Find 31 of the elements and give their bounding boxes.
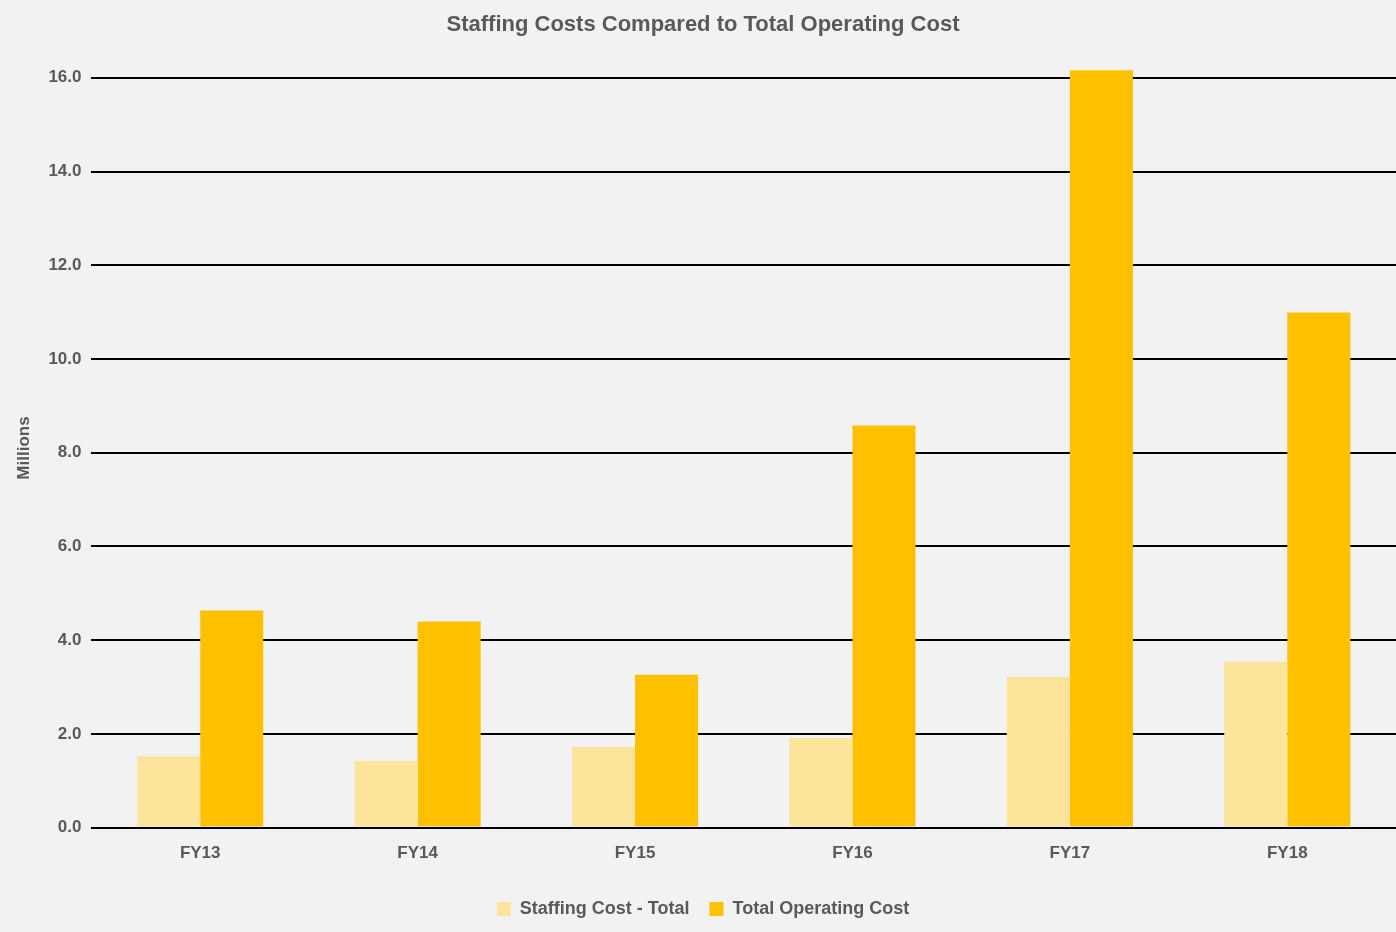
x-tick-label: FY15 xyxy=(614,843,656,863)
y-axis-title: Millions xyxy=(13,416,33,480)
y-tick-label: 4.0 xyxy=(57,629,82,649)
y-tick-label: 0.0 xyxy=(57,817,82,837)
x-tick-label: FY13 xyxy=(179,843,221,863)
y-tick-label: 10.0 xyxy=(48,348,82,368)
y-tick-label: 12.0 xyxy=(48,254,82,274)
x-tick-label: FY14 xyxy=(397,843,439,863)
y-tick-label: 14.0 xyxy=(48,161,82,181)
bar xyxy=(200,610,264,827)
bar xyxy=(635,674,699,827)
x-tick-label: FY18 xyxy=(1266,843,1308,863)
x-tick-label: FY16 xyxy=(832,843,873,863)
y-tick-label: 2.0 xyxy=(57,723,82,743)
bar xyxy=(852,425,916,827)
bar xyxy=(571,746,636,827)
bar xyxy=(1069,70,1133,827)
bar xyxy=(354,761,418,827)
bar xyxy=(137,756,201,827)
legend-label: Staffing Cost - Total xyxy=(519,897,690,918)
bar xyxy=(1006,676,1070,827)
bar xyxy=(417,621,481,827)
bar xyxy=(1224,661,1288,827)
y-tick-label: 8.0 xyxy=(57,442,82,462)
x-tick-label: FY17 xyxy=(1049,843,1091,863)
y-tick-label: 16.0 xyxy=(48,67,82,87)
bar xyxy=(1287,312,1351,827)
legend-label: Total Operating Cost xyxy=(732,897,910,918)
chart-title: Staffing Costs Compared to Total Operating Cost xyxy=(446,11,961,37)
bar xyxy=(789,738,853,827)
y-tick-label: 6.0 xyxy=(57,536,82,556)
